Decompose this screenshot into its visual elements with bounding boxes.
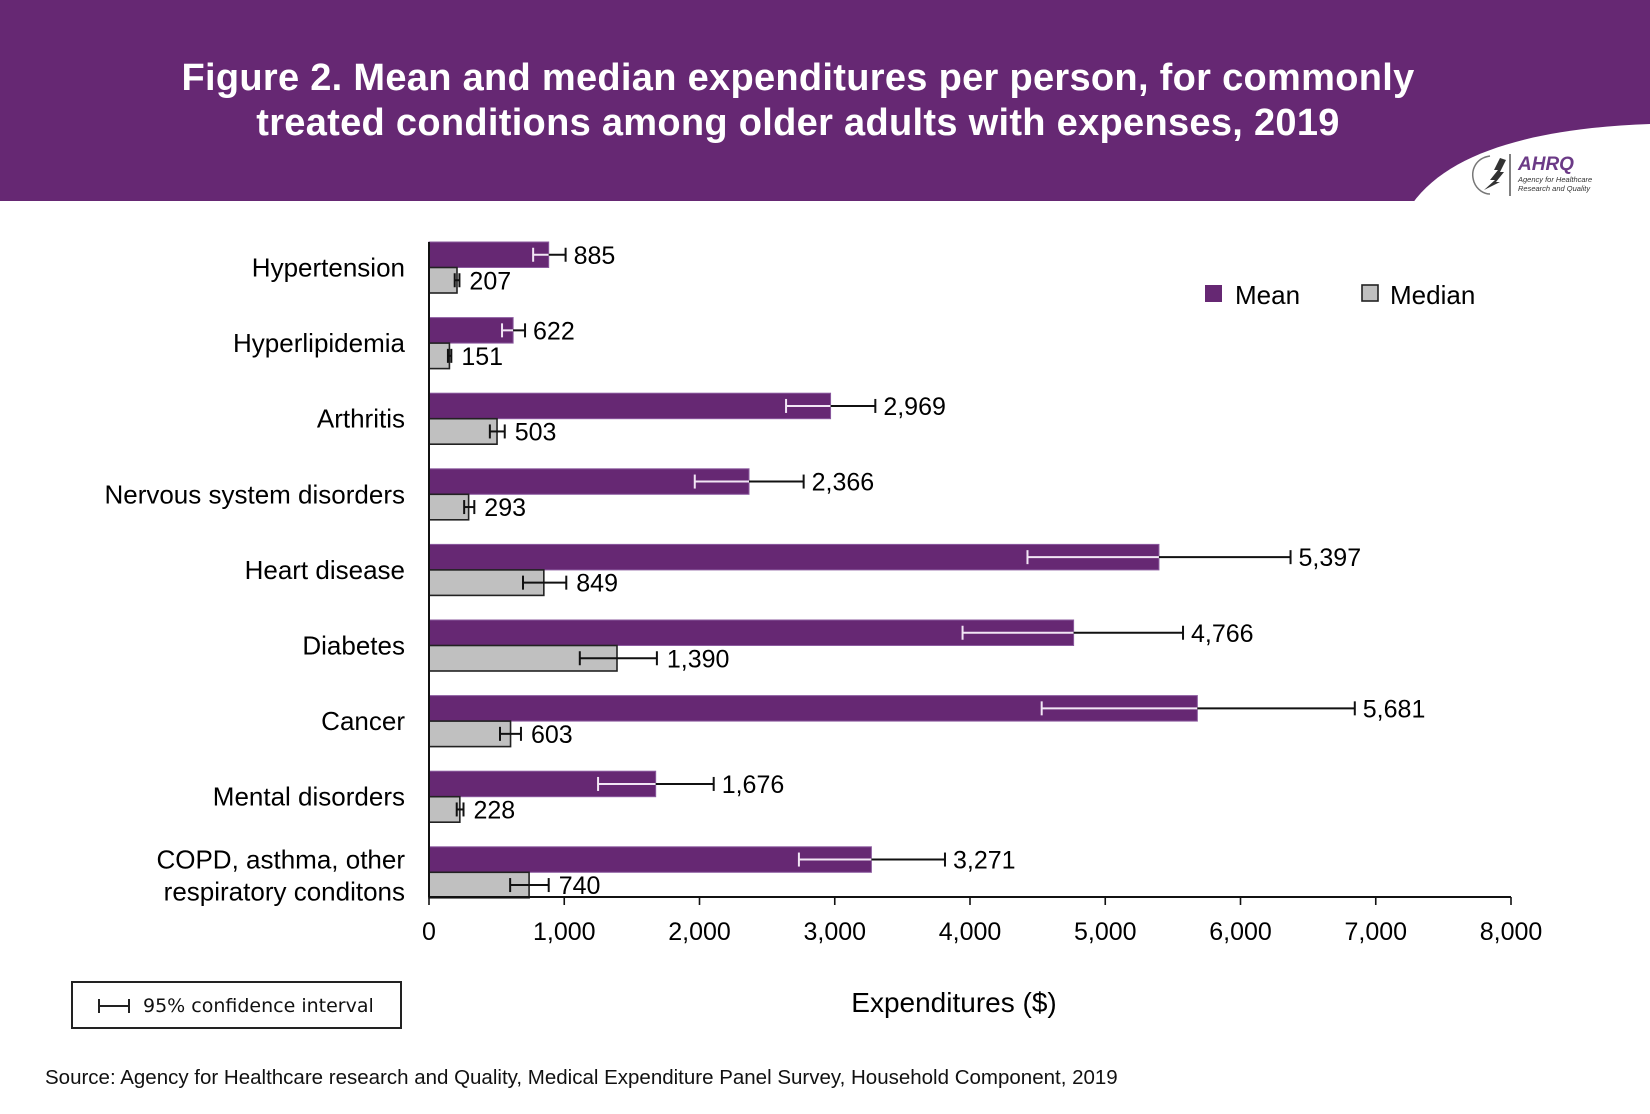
value-label-median: 1,390	[667, 645, 730, 673]
x-tick-label: 7,000	[1344, 918, 1407, 946]
value-label-median: 849	[576, 570, 618, 598]
header-curve-decoration	[1412, 124, 1650, 210]
bar-mean	[428, 317, 514, 344]
hhs-eagle-icon	[1472, 154, 1511, 196]
ahrq-logo-name: AHRQ	[1517, 154, 1574, 175]
title-line-2: treated conditions among older adults wi…	[256, 102, 1340, 144]
x-tick-label: 2,000	[668, 918, 731, 946]
category-label: Cancer	[321, 706, 405, 736]
x-tick-label: 5,000	[1074, 918, 1137, 946]
value-label-median: 151	[461, 343, 503, 371]
value-label-mean: 885	[574, 242, 616, 270]
ahrq-logo: AHRQ Agency for Healthcare Research and …	[1472, 154, 1592, 196]
category-label: Heart disease	[245, 555, 405, 585]
error-bar-mean	[797, 852, 946, 867]
error-bar-median	[488, 424, 506, 439]
error-bar-median	[499, 726, 522, 741]
value-label-mean: 2,969	[883, 393, 946, 421]
ahrq-logo-subtitle-2: Research and Quality	[1518, 184, 1591, 193]
confidence-interval-label: 95% confidence interval	[143, 995, 374, 1017]
x-tick-label: 4,000	[939, 918, 1002, 946]
error-bar-mean	[1026, 550, 1292, 565]
legend-label-mean: Mean	[1235, 280, 1300, 310]
error-bar-median	[578, 651, 658, 666]
x-tick-label: 0	[422, 918, 436, 946]
bar-median	[428, 417, 498, 446]
error-bar-median	[446, 348, 453, 363]
value-label-mean: 2,366	[812, 469, 875, 497]
category-label: Nervous system disorders	[104, 479, 405, 509]
value-label-median: 503	[515, 418, 557, 446]
value-label-median: 740	[559, 872, 601, 900]
category-label: Hypertension	[252, 253, 405, 283]
value-label-median: 207	[469, 267, 511, 295]
category-label: COPD, asthma, other respiratory conditons	[156, 844, 405, 906]
error-bar-mean	[785, 398, 877, 413]
ahrq-logo-subtitle-1: Agency for Healthcare	[1517, 175, 1592, 184]
category-label: Arthritis	[317, 404, 405, 434]
value-label-median: 603	[531, 721, 573, 749]
error-bar-median	[455, 802, 465, 817]
category-label: Hyperlipidemia	[233, 328, 405, 358]
value-label-mean: 5,681	[1363, 695, 1426, 723]
x-tick-label: 8,000	[1480, 918, 1543, 946]
error-bar-median	[463, 500, 476, 515]
confidence-interval-legend: 95% confidence interval	[71, 981, 402, 1029]
bar-median	[428, 342, 451, 370]
value-label-mean: 4,766	[1191, 620, 1254, 648]
bar-mean	[428, 846, 872, 873]
bar-median	[428, 720, 512, 748]
bar-median	[428, 795, 461, 824]
category-label-line: COPD, asthma, other	[156, 844, 405, 874]
error-bar-mean	[693, 474, 805, 489]
legend: Mean Median	[1205, 280, 1475, 310]
bar-mean	[428, 392, 832, 420]
bar-median	[428, 266, 458, 294]
error-bar-mean	[532, 247, 567, 262]
value-label-mean: 3,271	[953, 847, 1016, 875]
x-axis-title: Expenditures ($)	[851, 987, 1056, 1018]
x-tick-label: 1,000	[533, 918, 596, 946]
error-bar-icon	[98, 999, 130, 1013]
source-note: Source: Agency for Healthcare research a…	[45, 1066, 1118, 1089]
error-bars	[446, 247, 1356, 893]
error-bar-mean	[597, 776, 715, 791]
legend-label-median: Median	[1390, 280, 1475, 310]
value-label-median: 293	[484, 494, 526, 522]
header-banner	[0, 0, 1650, 201]
error-bar-median	[521, 575, 568, 590]
x-tick-label: 3,000	[803, 918, 866, 946]
value-labels: 885 207 622 151 2,969 503 2,366 293 5,397 849 4,76…	[461, 242, 1425, 900]
error-bar-mean	[961, 625, 1185, 640]
category-label: Diabetes	[302, 631, 405, 661]
error-bar-mean	[501, 323, 527, 338]
legend-swatch-mean	[1205, 285, 1222, 302]
value-label-median: 228	[473, 796, 515, 824]
bar-median	[428, 493, 470, 521]
error-bar-median	[453, 273, 461, 288]
error-bar-mean	[1040, 701, 1356, 716]
title-line-1: Figure 2. Mean and median expenditures p…	[181, 57, 1415, 99]
category-label: Mental disorders	[213, 782, 405, 812]
value-label-mean: 1,676	[722, 771, 785, 799]
value-label-mean: 622	[533, 317, 575, 345]
category-label-line: respiratory conditons	[164, 876, 405, 906]
error-bar-median	[509, 878, 550, 893]
category-labels: Hypertension Hyperlipidemia Arthritis Nervo…	[104, 253, 405, 907]
figure-title: Figure 2. Mean and median expenditures p…	[0, 56, 1596, 146]
value-label-mean: 5,397	[1299, 544, 1362, 572]
legend-swatch-median	[1361, 284, 1379, 302]
x-tick-label: 6,000	[1209, 918, 1272, 946]
bar-mean	[428, 241, 550, 268]
x-ticks: 0 1,000 2,000 3,000 4,000 5,000 6,000 7,000 8,00…	[422, 897, 1542, 946]
